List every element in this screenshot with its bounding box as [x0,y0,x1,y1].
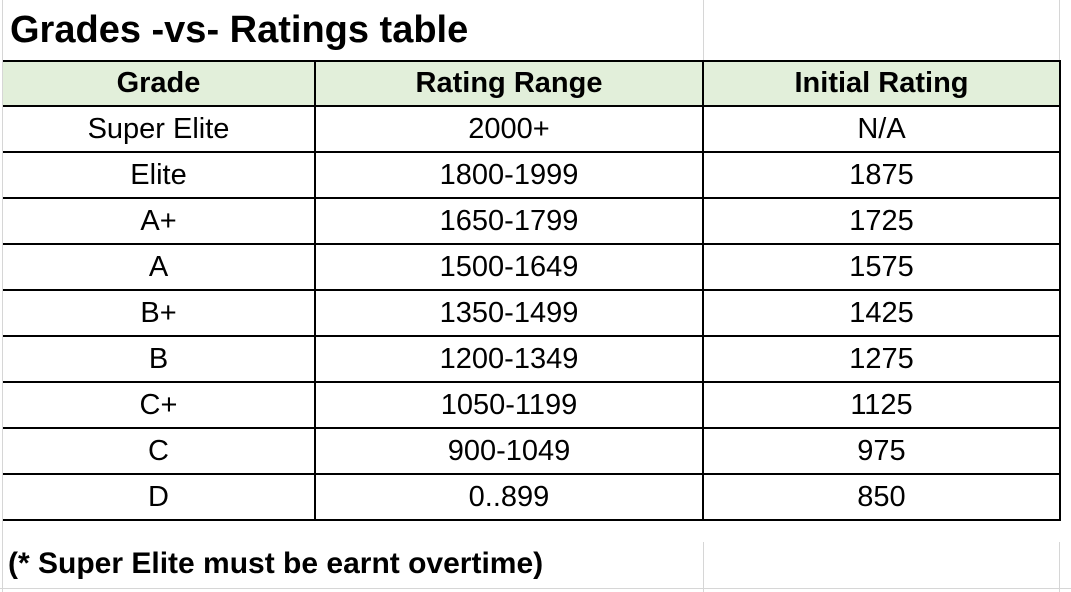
grade-cell[interactable]: A [3,243,316,291]
initial-rating-cell[interactable]: 1275 [702,335,1061,383]
gridline [2,0,3,592]
gridline [703,0,704,60]
initial-rating-cell[interactable]: 1575 [702,243,1061,291]
grades-ratings-table: Grade Rating Range Initial Rating Super … [3,60,1061,521]
footnote[interactable]: (* Super Elite must be earnt overtime) [8,547,544,580]
grade-cell[interactable]: A+ [3,197,316,245]
table-row: C+ 1050-1199 1125 [3,381,1061,429]
rating-range-cell[interactable]: 1650-1799 [314,197,704,245]
table-row: D 0..899 850 [3,473,1061,521]
table-row: B 1200-1349 1275 [3,335,1061,383]
rating-range-cell[interactable]: 1050-1199 [314,381,704,429]
rating-range-cell[interactable]: 1800-1999 [314,151,704,199]
rating-range-cell[interactable]: 1350-1499 [314,289,704,337]
column-header-grade[interactable]: Grade [3,60,316,107]
column-header-rating-range[interactable]: Rating Range [314,60,704,107]
rating-range-cell[interactable]: 2000+ [314,105,704,153]
gridline [1059,542,1060,592]
initial-rating-cell[interactable]: 975 [702,427,1061,475]
grade-cell[interactable]: Super Elite [3,105,316,153]
initial-rating-cell[interactable]: 1725 [702,197,1061,245]
table-row: A 1500-1649 1575 [3,243,1061,291]
table-row: Super Elite 2000+ N/A [3,105,1061,153]
grade-cell[interactable]: Elite [3,151,316,199]
gridline [1059,0,1060,60]
rating-range-cell[interactable]: 1500-1649 [314,243,704,291]
grade-cell[interactable]: C+ [3,381,316,429]
rating-range-cell[interactable]: 0..899 [314,473,704,521]
initial-rating-cell[interactable]: 1875 [702,151,1061,199]
table-row: C 900-1049 975 [3,427,1061,475]
initial-rating-cell[interactable]: N/A [702,105,1061,153]
table-row: B+ 1350-1499 1425 [3,289,1061,337]
table-row: Elite 1800-1999 1875 [3,151,1061,199]
sheet-title[interactable]: Grades -vs- Ratings table [10,9,469,51]
grade-cell[interactable]: D [3,473,316,521]
header-row: Grade Rating Range Initial Rating [3,60,1061,107]
column-header-initial-rating[interactable]: Initial Rating [702,60,1061,107]
grade-cell[interactable]: B [3,335,316,383]
rating-range-cell[interactable]: 1200-1349 [314,335,704,383]
gridline [0,588,1071,589]
initial-rating-cell[interactable]: 1425 [702,289,1061,337]
grade-cell[interactable]: B+ [3,289,316,337]
gridline [703,542,704,592]
initial-rating-cell[interactable]: 1125 [702,381,1061,429]
grade-cell[interactable]: C [3,427,316,475]
initial-rating-cell[interactable]: 850 [702,473,1061,521]
table-row: A+ 1650-1799 1725 [3,197,1061,245]
rating-range-cell[interactable]: 900-1049 [314,427,704,475]
